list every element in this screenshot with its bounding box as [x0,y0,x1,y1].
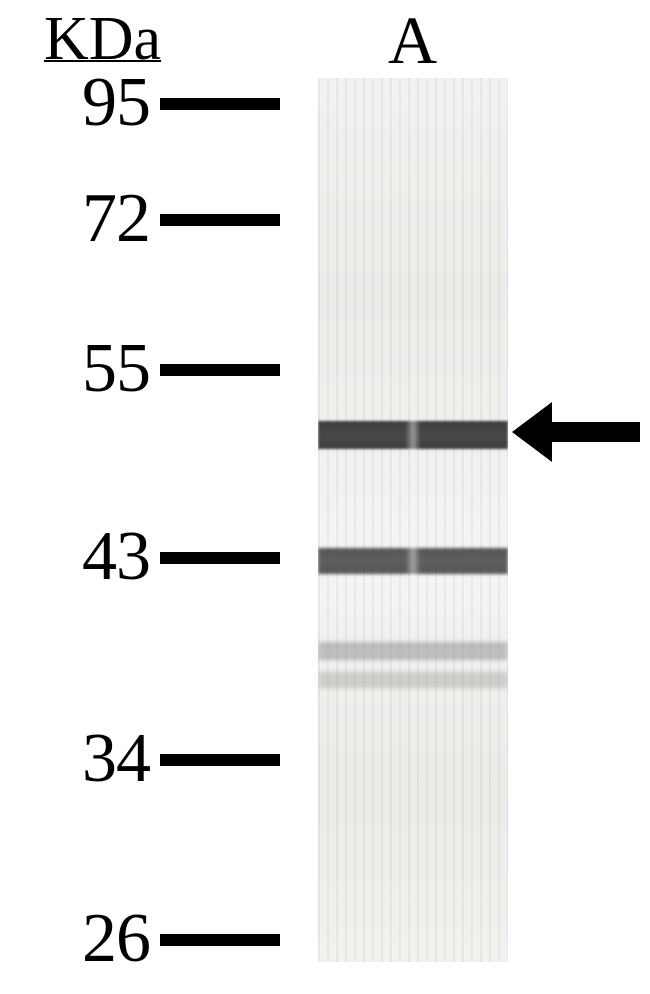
mw-tick-95 [160,98,280,110]
mw-label-95: 95 [0,68,150,138]
mw-tick-72 [160,214,280,226]
mw-label-34: 34 [0,724,150,794]
lane-strip [318,78,508,962]
mw-label-72: 72 [0,184,150,254]
arrow-head-icon [512,402,552,462]
faint-band-b [318,672,508,688]
target-band [318,421,508,449]
mw-tick-34 [160,754,280,766]
mw-label-43: 43 [0,522,150,592]
mw-label-26: 26 [0,904,150,974]
western-blot-figure: KDa A 95 72 55 43 34 26 [0,0,650,994]
mw-tick-55 [160,364,280,376]
mw-tick-26 [160,934,280,946]
mw-label-55: 55 [0,334,150,404]
faint-band-a [318,642,508,660]
lane-background [318,78,508,962]
arrow-shaft [548,422,640,442]
secondary-band-43 [318,548,508,574]
lane-label-a: A [388,6,437,74]
mw-tick-43 [160,552,280,564]
axis-title-kda: KDa [44,8,161,70]
